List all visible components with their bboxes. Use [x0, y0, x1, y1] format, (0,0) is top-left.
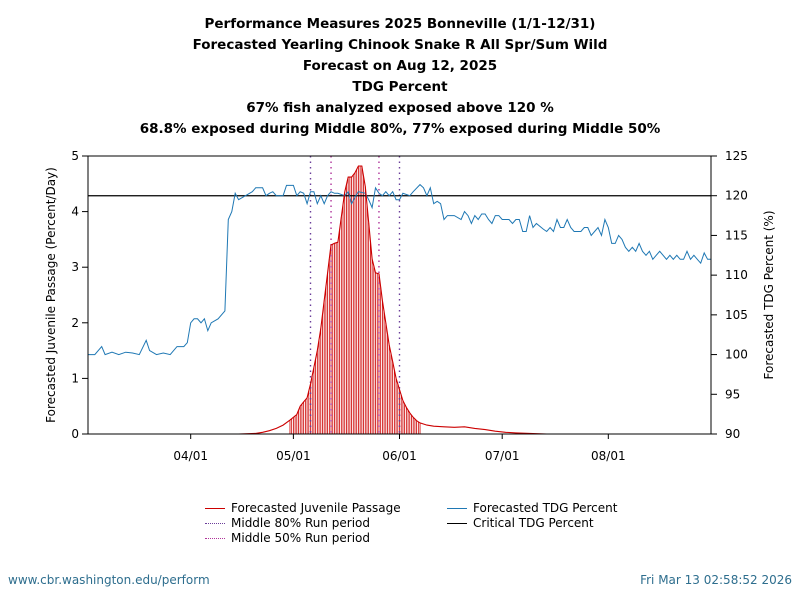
y-right-tick-label: 100 [725, 348, 748, 362]
tdg-series-line [88, 183, 711, 356]
y-left-tick-label: 2 [71, 316, 79, 330]
y-right-tick-label: 120 [725, 189, 748, 203]
legend-swatch-passage [205, 508, 225, 509]
y-right-tick-label: 115 [725, 228, 748, 242]
y-right-tick-label: 105 [725, 308, 748, 322]
legend-label-tdg: Forecasted TDG Percent [473, 501, 618, 515]
y-left-tick-label: 5 [71, 149, 79, 163]
passage-series-line [88, 165, 711, 435]
chart-subtitle-measure: TDG Percent [352, 79, 448, 95]
y-left-axis-label: Forecasted Juvenile Passage (Percent/Day… [44, 167, 58, 423]
x-tick-label: 07/01 [485, 449, 520, 463]
legend-swatch-tdg [447, 508, 467, 509]
passage-run-bars [289, 166, 421, 434]
y-right-axis-label: Forecasted TDG Percent (%) [762, 210, 776, 379]
y-right-tick-label: 95 [725, 387, 740, 401]
chart-subtitle-exposure: 67% fish analyzed exposed above 120 % [246, 100, 554, 116]
legend-label-critical: Critical TDG Percent [473, 516, 594, 530]
y-left-tick-label: 0 [71, 427, 79, 441]
y-right-tick-label: 110 [725, 268, 748, 282]
legend-label-middle80: Middle 80% Run period [231, 516, 370, 530]
chart-subtitle-forecast-date: Forecast on Aug 12, 2025 [302, 58, 498, 74]
y-left-tick-label: 1 [71, 371, 79, 385]
legend-swatch-critical [447, 523, 467, 524]
x-tick-label: 05/01 [276, 449, 311, 463]
chart-subtitle-middle-exposure: 68.8% exposed during Middle 80%, 77% exp… [139, 121, 661, 137]
chart-subtitle-species: Forecasted Yearling Chinook Snake R All … [192, 37, 608, 53]
y-left-tick-label: 3 [71, 260, 79, 274]
legend-swatch-middle80 [205, 523, 225, 524]
y-right-tick-label: 125 [725, 149, 748, 163]
legend-swatch-middle50 [205, 538, 225, 539]
chart-title: Performance Measures 2025 Bonneville (1/… [204, 16, 596, 32]
chart-titles: Performance Measures 2025 Bonneville (1/… [0, 14, 800, 140]
footer-url: www.cbr.washington.edu/perform [8, 573, 210, 587]
x-tick-label: 06/01 [382, 449, 417, 463]
y-right-tick-label: 90 [725, 427, 740, 441]
footer-timestamp: Fri Mar 13 02:58:52 2026 [640, 573, 792, 587]
legend-label-passage: Forecasted Juvenile Passage [231, 501, 401, 515]
y-left-tick-label: 4 [71, 205, 79, 219]
x-tick-label: 08/01 [591, 449, 626, 463]
x-tick-label: 04/01 [173, 449, 208, 463]
legend-label-middle50: Middle 50% Run period [231, 531, 370, 545]
